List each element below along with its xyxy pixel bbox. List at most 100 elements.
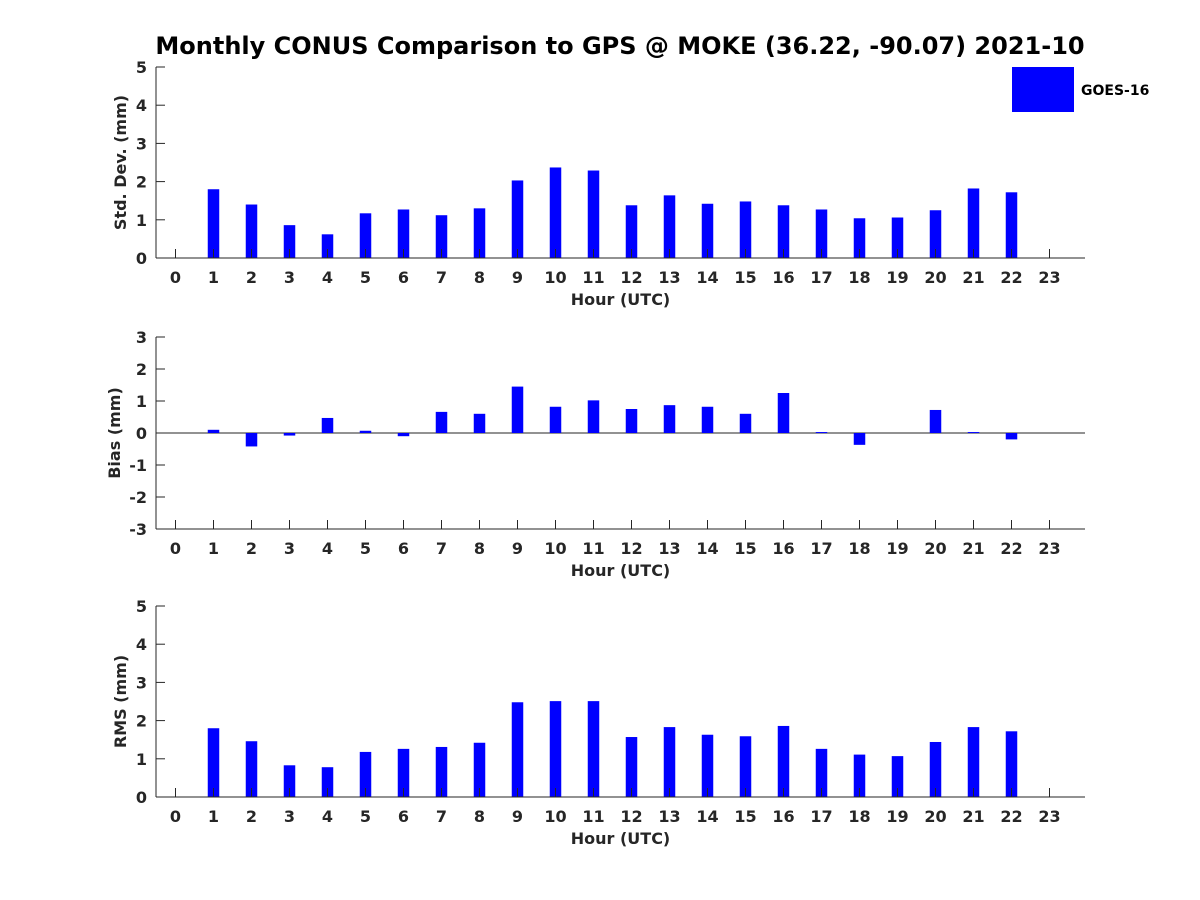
- bar-hour-13: [663, 727, 676, 797]
- x-tick-label: 21: [962, 539, 984, 558]
- x-tick-label: 14: [696, 807, 718, 826]
- x-tick-label: 4: [322, 807, 333, 826]
- bar-hour-22: [1005, 731, 1018, 797]
- bar-hour-19: [891, 217, 904, 258]
- x-tick-label: 0: [170, 268, 181, 287]
- bar-hour-7: [435, 411, 448, 433]
- x-tick-label: 17: [810, 268, 832, 287]
- bar-hour-12: [625, 409, 638, 433]
- bar-hour-22: [1005, 433, 1018, 440]
- x-tick-label: 15: [734, 807, 756, 826]
- bar-hour-14: [701, 406, 714, 433]
- bar-hour-14: [701, 203, 714, 258]
- x-tick-label: 22: [1000, 807, 1022, 826]
- bar-hour-10: [549, 406, 562, 433]
- x-tick-label: 2: [246, 268, 257, 287]
- x-axis-label: Hour (UTC): [571, 290, 671, 309]
- bar-hour-1: [207, 189, 220, 258]
- x-tick-label: 23: [1038, 268, 1060, 287]
- y-axis-label: Bias (mm): [105, 387, 124, 479]
- x-tick-label: 18: [848, 807, 870, 826]
- x-tick-label: 11: [582, 539, 604, 558]
- x-axis-label: Hour (UTC): [571, 829, 671, 848]
- bar-hour-6: [397, 433, 410, 437]
- chart-title: Monthly CONUS Comparison to GPS @ MOKE (…: [155, 32, 1084, 60]
- x-tick-label: 14: [696, 539, 718, 558]
- bar-hour-3: [283, 765, 296, 797]
- bar-hour-21: [967, 188, 980, 258]
- bar-hour-3: [283, 433, 296, 436]
- legend: GOES-16: [1012, 67, 1149, 112]
- x-tick-label: 1: [208, 807, 219, 826]
- bar-hour-16: [777, 205, 790, 258]
- bar-hour-5: [359, 430, 372, 433]
- bar-hour-6: [397, 748, 410, 797]
- bar-hour-17: [815, 432, 828, 434]
- bar-hour-18: [853, 218, 866, 258]
- legend-swatch: [1012, 67, 1074, 112]
- y-tick-label: 5: [136, 58, 147, 77]
- x-tick-label: 12: [620, 268, 642, 287]
- bar-hour-2: [245, 433, 258, 447]
- x-tick-label: 23: [1038, 807, 1060, 826]
- bar-hour-14: [701, 734, 714, 797]
- x-tick-label: 1: [208, 268, 219, 287]
- x-tick-label: 1: [208, 539, 219, 558]
- y-tick-label: 4: [136, 635, 147, 654]
- bar-hour-16: [777, 725, 790, 797]
- y-tick-label: 3: [136, 134, 147, 153]
- x-tick-label: 9: [512, 807, 523, 826]
- bar-hour-18: [853, 754, 866, 797]
- y-tick-label: 1: [136, 750, 147, 769]
- bar-hour-7: [435, 215, 448, 258]
- y-tick-label: 1: [136, 392, 147, 411]
- bar-hour-15: [739, 413, 752, 433]
- bar-hour-17: [815, 748, 828, 797]
- bar-hour-15: [739, 736, 752, 797]
- x-tick-label: 17: [810, 807, 832, 826]
- x-tick-label: 21: [962, 807, 984, 826]
- x-tick-label: 7: [436, 807, 447, 826]
- x-tick-label: 18: [848, 268, 870, 287]
- bar-hour-19: [891, 756, 904, 797]
- x-tick-label: 19: [886, 539, 908, 558]
- bar-hour-12: [625, 205, 638, 258]
- bar-hour-18: [853, 433, 866, 445]
- bar-hour-12: [625, 737, 638, 797]
- bar-hour-20: [929, 409, 942, 433]
- x-tick-label: 20: [924, 807, 946, 826]
- y-tick-label: -3: [129, 520, 147, 539]
- bar-hour-17: [815, 209, 828, 258]
- bar-hour-16: [777, 393, 790, 433]
- bar-hour-13: [663, 195, 676, 258]
- y-tick-label: 1: [136, 211, 147, 230]
- bar-hour-10: [549, 167, 562, 258]
- y-tick-label: 3: [136, 673, 147, 692]
- bar-hour-5: [359, 751, 372, 797]
- x-tick-label: 7: [436, 539, 447, 558]
- bar-hour-10: [549, 701, 562, 797]
- x-tick-label: 11: [582, 807, 604, 826]
- x-tick-label: 8: [474, 268, 485, 287]
- x-tick-label: 0: [170, 807, 181, 826]
- x-tick-label: 3: [284, 268, 295, 287]
- x-tick-label: 16: [772, 268, 794, 287]
- bar-hour-7: [435, 746, 448, 797]
- bar-hour-2: [245, 204, 258, 258]
- x-tick-label: 2: [246, 539, 257, 558]
- bar-hour-8: [473, 742, 486, 797]
- x-tick-label: 22: [1000, 539, 1022, 558]
- bar-hour-1: [207, 728, 220, 797]
- bar-hour-4: [321, 234, 334, 258]
- bar-hour-22: [1005, 192, 1018, 258]
- x-tick-label: 15: [734, 539, 756, 558]
- bar-hour-5: [359, 213, 372, 258]
- y-tick-label: 5: [136, 597, 147, 616]
- y-tick-label: 4: [136, 96, 147, 115]
- x-tick-label: 18: [848, 539, 870, 558]
- x-tick-label: 8: [474, 807, 485, 826]
- y-axis-label: Std. Dev. (mm): [111, 95, 130, 230]
- x-tick-label: 3: [284, 539, 295, 558]
